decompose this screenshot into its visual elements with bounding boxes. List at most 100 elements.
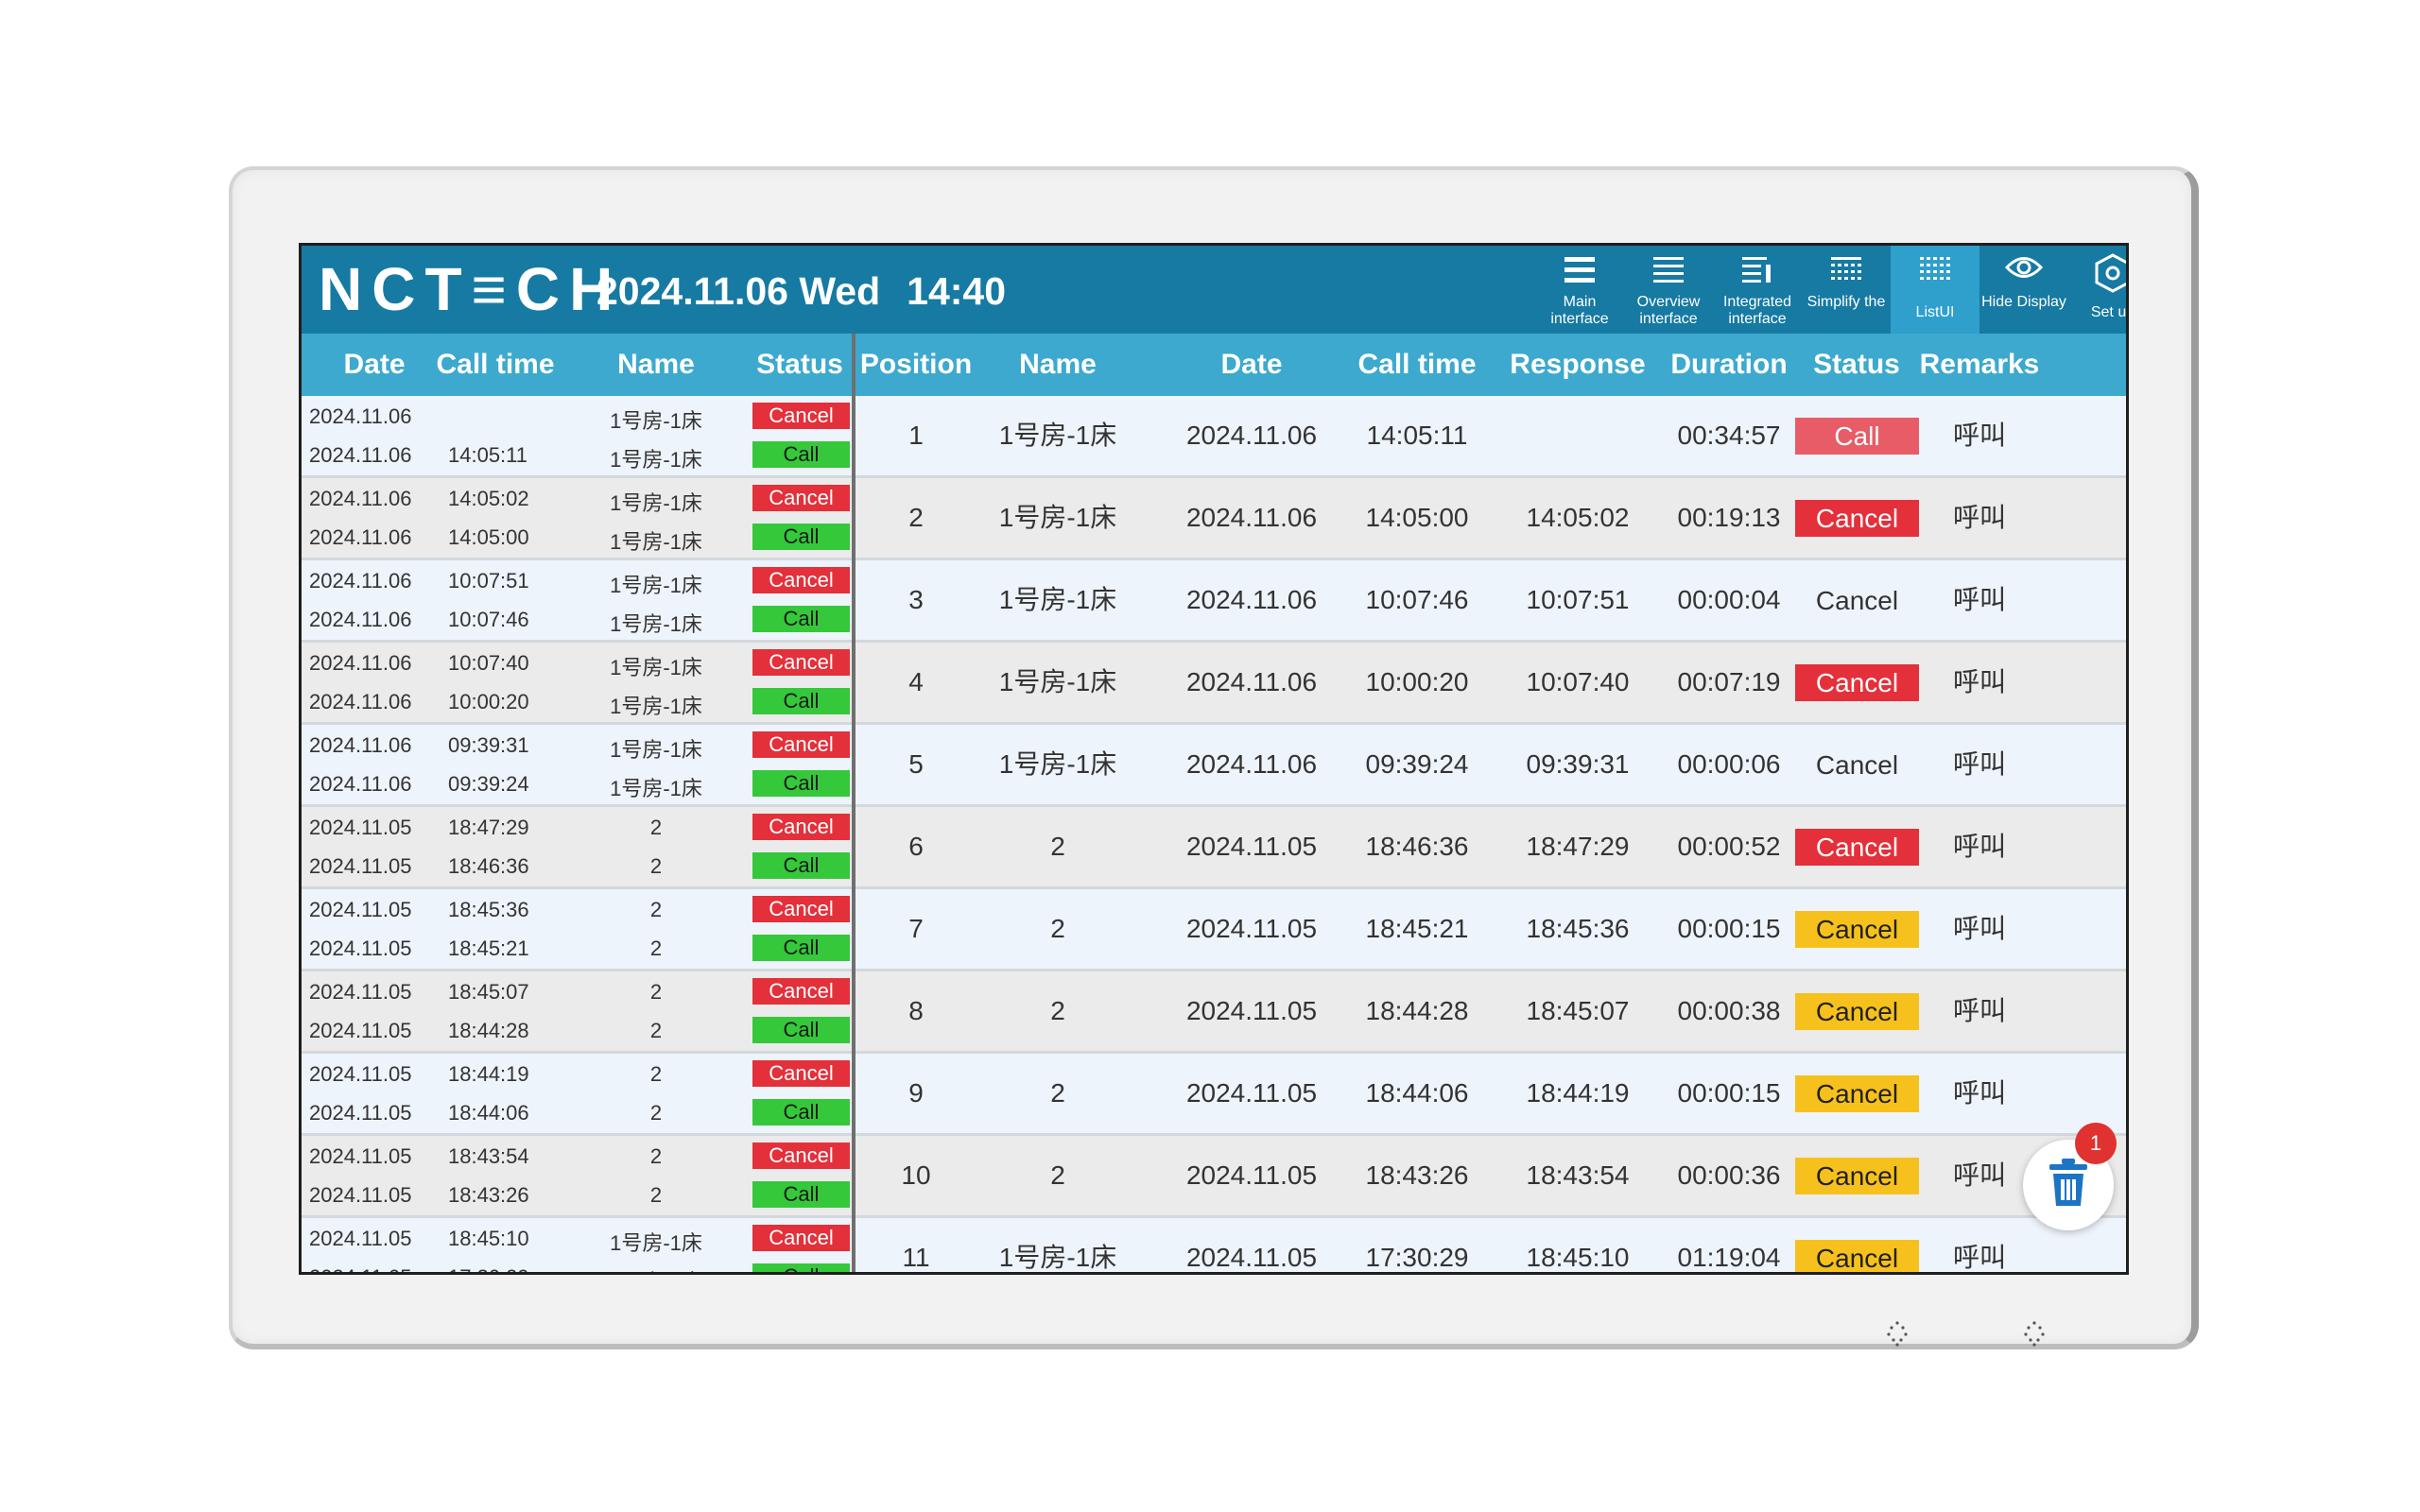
list-icon	[1653, 257, 1684, 283]
cell-date: 2024.11.05	[1185, 1078, 1318, 1108]
cell-duration: 00:00:06	[1677, 749, 1781, 779]
cell-name: 2	[1050, 832, 1065, 861]
log-date: 2024.11.05	[309, 1265, 411, 1272]
cell-position: 4	[908, 667, 924, 696]
table-row[interactable]: 2024.11.05 18:47:29 2 Cancel 2024.11.05 18:46…	[302, 807, 2126, 889]
log-call-time: 18:43:26	[448, 1183, 529, 1207]
log-call-time: 18:45:10	[448, 1227, 529, 1250]
grid-dots-icon	[1920, 257, 1950, 280]
cell-response: 18:45:07	[1526, 996, 1630, 1025]
integrated-interface-button[interactable]: Integrated interface	[1713, 246, 1802, 334]
top-bar: NCT≡CH 2024.11.06 Wed 14:40 Main interfac…	[302, 246, 2126, 334]
log-name: 1号房-1床	[610, 612, 702, 636]
cell-remarks: 呼叫	[1952, 667, 2006, 696]
log-date: 2024.11.05	[309, 1062, 412, 1086]
list-detail-icon	[1742, 257, 1771, 283]
list-icon	[1564, 257, 1595, 283]
cell-remarks: 呼叫	[1952, 996, 2006, 1025]
log-status-tag: Call	[752, 606, 850, 632]
hide-display-label: Hide Display	[1981, 294, 2066, 310]
cell-date: 2024.11.06	[1185, 421, 1318, 450]
cell-duration: 00:00:38	[1677, 996, 1781, 1025]
log-date: 2024.11.05	[309, 980, 412, 1004]
cell-call-time: 18:46:36	[1365, 832, 1469, 861]
cell-name: 1号房-1床	[998, 749, 1117, 779]
status-badge[interactable]: Cancel	[1795, 500, 1919, 537]
log-date: 2024.11.06	[309, 404, 412, 428]
cell-call-time: 18:43:26	[1365, 1160, 1469, 1190]
table-row[interactable]: 2024.11.06 1号房-1床 Cancel 2024.11.06 14:05:11…	[302, 396, 2126, 478]
log-date: 2024.11.05	[309, 1019, 412, 1042]
table-row[interactable]: 2024.11.06 10:07:51 1号房-1床 Cancel 2024.11.06…	[302, 560, 2126, 643]
log-date: 2024.11.05	[309, 1183, 412, 1207]
brand-logo: NCT≡CH	[319, 255, 623, 323]
table-row[interactable]: 2024.11.06 09:39:31 1号房-1床 Cancel 2024.11.06…	[302, 725, 2126, 807]
status-badge[interactable]: Cancel	[1795, 993, 1919, 1030]
cell-date: 2024.11.05	[1185, 832, 1318, 861]
cell-date: 2024.11.06	[1185, 585, 1318, 614]
status-badge[interactable]: Cancel	[1795, 1075, 1919, 1112]
cell-remarks: 呼叫	[1952, 1160, 2006, 1190]
cell-duration: 00:00:36	[1677, 1160, 1781, 1190]
table-row[interactable]: 2024.11.05 18:45:07 2 Cancel 2024.11.05 18:44…	[302, 971, 2126, 1054]
column-header-row: Date Call time Name Status Position Name…	[302, 334, 2126, 396]
cell-position: 7	[908, 914, 924, 943]
cell-position: 11	[902, 1243, 930, 1272]
cell-date: 2024.11.06	[1185, 503, 1318, 532]
col-duration: Duration	[1670, 349, 1788, 380]
log-status-tag: Call	[752, 688, 850, 714]
current-date: 2024.11.06 Wed	[596, 269, 881, 313]
cell-name: 1号房-1床	[998, 503, 1117, 532]
cell-response: 10:07:51	[1526, 585, 1630, 614]
table-row[interactable]: 2024.11.05 18:44:19 2 Cancel 2024.11.05 18:44…	[302, 1054, 2126, 1136]
cell-date: 2024.11.05	[1185, 1160, 1318, 1190]
overview-interface-button[interactable]: Overview interface	[1624, 246, 1713, 334]
cell-duration: 00:00:04	[1677, 585, 1781, 614]
status-badge[interactable]: Cancel	[1795, 1240, 1919, 1272]
hide-display-button[interactable]: Hide Display	[1979, 246, 2068, 334]
log-call-time: 10:07:46	[448, 608, 529, 631]
log-call-time: 09:39:31	[448, 733, 529, 757]
log-date: 2024.11.05	[309, 854, 412, 878]
table-row[interactable]: 2024.11.05 18:45:10 1号房-1床 Cancel 2024.11.05…	[302, 1218, 2126, 1272]
log-date: 2024.11.05	[309, 1144, 412, 1168]
log-status-tag: Cancel	[752, 1225, 850, 1251]
status-badge[interactable]: Cancel	[1795, 664, 1919, 701]
simplify-button[interactable]: Simplify the	[1802, 246, 1891, 334]
cell-response: 18:47:29	[1526, 832, 1630, 861]
status-badge[interactable]: Call	[1795, 418, 1919, 455]
cell-position: 10	[901, 1160, 931, 1190]
log-name: 1号房-1床	[610, 491, 702, 515]
cell-call-time: 10:07:46	[1365, 585, 1469, 614]
listui-label: ListUI	[1915, 304, 1955, 320]
status-badge[interactable]: Cancel	[1795, 829, 1919, 866]
log-status-tag: Call	[752, 1017, 850, 1043]
status-badge[interactable]: Cancel	[1795, 1158, 1919, 1194]
cell-name: 1号房-1床	[998, 667, 1117, 696]
status-badge[interactable]: Cancel	[1815, 586, 1899, 615]
table-row[interactable]: 2024.11.06 14:05:02 1号房-1床 Cancel 2024.11.06…	[302, 478, 2126, 560]
table-row[interactable]: 2024.11.06 10:07:40 1号房-1床 Cancel 2024.11.06…	[302, 643, 2126, 725]
log-date: 2024.11.06	[309, 690, 412, 713]
log-status-tag: Cancel	[752, 649, 850, 676]
col-call-time: Call time	[1357, 349, 1477, 380]
setup-button[interactable]: Set up	[2068, 246, 2126, 334]
main-interface-button[interactable]: Main interface	[1535, 246, 1624, 334]
cell-call-time: 10:00:20	[1365, 667, 1469, 696]
status-badge[interactable]: Cancel	[1795, 911, 1919, 948]
cell-position: 3	[908, 585, 924, 614]
cell-position: 6	[908, 832, 924, 861]
col-status: Status	[1813, 349, 1900, 380]
col-log-name: Name	[617, 349, 695, 380]
cell-call-time: 18:44:06	[1365, 1078, 1469, 1108]
cell-date: 2024.11.05	[1185, 996, 1318, 1025]
status-badge[interactable]: Cancel	[1815, 750, 1899, 780]
log-date: 2024.11.05	[309, 898, 412, 921]
log-call-time: 18:44:19	[448, 1062, 529, 1086]
table-row[interactable]: 2024.11.05 18:43:54 2 Cancel 2024.11.05 18:43…	[302, 1136, 2126, 1218]
listui-button[interactable]: ListUI	[1891, 246, 1979, 334]
cell-duration: 00:00:15	[1677, 1078, 1781, 1108]
cell-remarks: 呼叫	[1952, 421, 2006, 450]
call-record-list[interactable]: 2024.11.06 1号房-1床 Cancel 2024.11.06 14:05:11…	[302, 396, 2126, 1272]
table-row[interactable]: 2024.11.05 18:45:36 2 Cancel 2024.11.05 18:45…	[302, 889, 2126, 971]
